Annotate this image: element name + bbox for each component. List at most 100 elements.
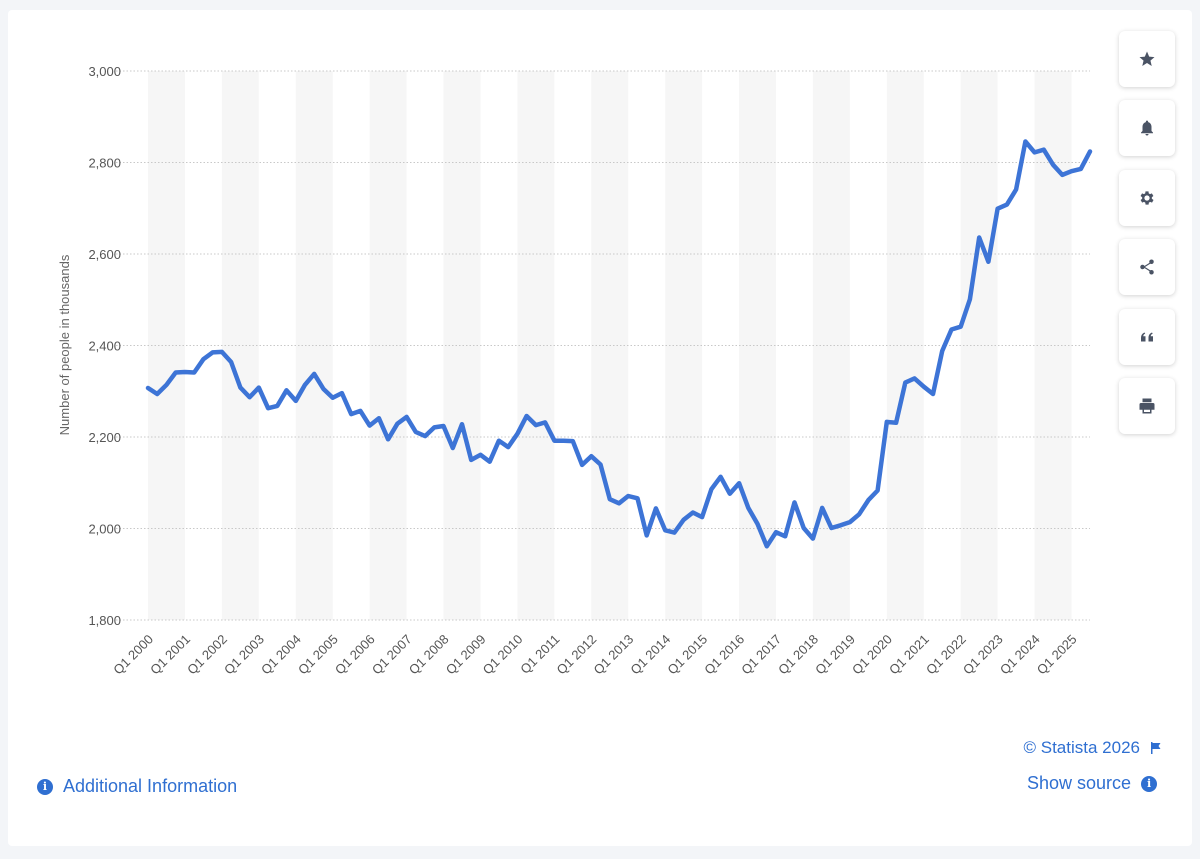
star-icon [1139,51,1155,66]
data-point [1060,173,1064,177]
y-axis-title: Number of people in thousands [57,254,72,435]
bell-icon [1141,120,1153,136]
data-point [220,350,224,354]
data-point [848,520,852,524]
x-tick-label: Q1 2022 [923,632,969,678]
data-point [303,383,307,387]
data-point [562,439,566,443]
print-button[interactable] [1119,377,1175,434]
data-point [682,518,686,522]
data-point [913,376,917,380]
y-tick-label: 3,000 [88,64,121,79]
info-icon: i [1141,775,1158,792]
data-point [857,512,861,516]
data-point [746,506,750,510]
flag-icon[interactable] [1150,742,1162,754]
data-point [183,370,187,374]
data-point [340,391,344,395]
data-point [275,404,279,408]
info-icon: i [37,778,53,795]
data-point [737,481,741,485]
x-tick-label: Q1 2013 [590,632,636,678]
copyright-text: © Statista 2026 [1023,738,1141,757]
data-point [460,422,464,426]
data-point [820,506,824,510]
data-point [765,544,769,548]
cite-button[interactable] [1119,308,1175,365]
data-point [312,372,316,376]
x-tick-label: Q1 2015 [664,632,710,678]
favorite-button[interactable] [1119,31,1175,87]
line-chart: 1,800 2,000 2,200 2,400 2,600 2,800 3,000 Numbe… [57,64,1093,678]
data-point [469,458,473,462]
data-point [349,412,353,416]
data-point [238,386,242,390]
data-point [294,399,298,403]
data-point [1088,150,1092,154]
additional-information-label: Additional Information [63,776,238,796]
x-tick-label: Q1 2024 [997,632,1043,678]
data-point [885,420,889,424]
notification-button[interactable] [1119,100,1175,157]
data-point [866,498,870,502]
data-point [1005,203,1009,207]
data-point [515,432,519,436]
y-tick-label: 2,400 [88,339,121,354]
x-tick-label: Q1 2003 [221,632,267,678]
additional-information-link[interactable]: i Additional Information [37,776,237,797]
x-tick-label: Q1 2004 [258,632,304,678]
data-point [146,386,150,390]
x-tick-label: Q1 2021 [886,632,932,678]
data-point [164,383,168,387]
y-tick-label: 2,200 [88,430,121,445]
data-point [977,236,981,240]
data-point [663,528,667,532]
x-tick-label: Q1 2008 [406,632,452,678]
data-point [839,523,843,527]
x-tick-label: Q1 2012 [554,632,600,678]
data-point [959,325,963,329]
data-point [802,526,806,530]
data-point [783,534,787,538]
data-point [266,406,270,410]
x-tick-label: Q1 2014 [627,632,673,678]
gear-icon [1140,191,1154,205]
x-tick-label: Q1 2017 [738,632,784,678]
data-point [248,395,252,399]
x-tick-label: Q1 2019 [812,632,858,678]
data-point [395,422,399,426]
x-tick-label: Q1 2006 [332,632,378,678]
data-point [700,515,704,519]
data-point [829,526,833,530]
data-point [414,430,418,434]
x-tick-label: Q1 2010 [480,632,526,678]
y-tick-label: 2,600 [88,247,121,262]
data-point [174,370,178,374]
data-point [1014,187,1018,191]
data-point [811,537,815,541]
data-point [478,453,482,457]
data-point [451,446,455,450]
data-point [728,492,732,496]
data-point [691,510,695,514]
share-button[interactable] [1119,239,1175,296]
data-point [986,260,990,264]
settings-button[interactable] [1119,169,1175,226]
data-point [876,489,880,493]
data-point [709,487,713,491]
data-point [1051,163,1055,167]
x-tick-label: Q1 2023 [960,632,1006,678]
series-line [145,139,1093,549]
x-tick-label: Q1 2025 [1034,632,1080,678]
show-source-link[interactable]: Show source i [1027,773,1158,794]
data-point [645,533,649,537]
data-point [931,392,935,396]
data-point [608,497,612,501]
data-point [358,409,362,413]
copyright-line: © Statista 2026 [1024,738,1163,758]
y-tick-label: 2,800 [88,156,121,171]
data-point [617,501,621,505]
data-point [257,386,261,390]
data-point [442,424,446,428]
data-point [599,462,603,466]
